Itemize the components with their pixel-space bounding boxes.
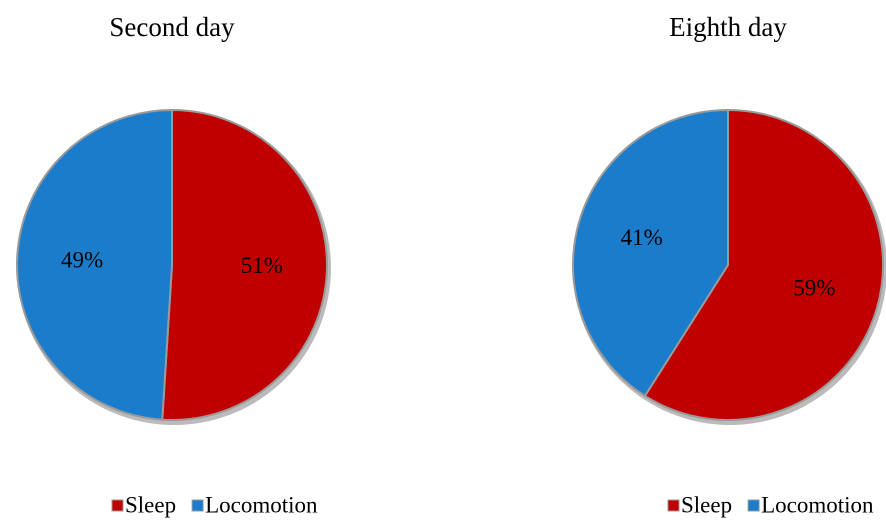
value-label: 51% [241, 253, 283, 278]
value-label: 41% [621, 225, 663, 250]
legend-swatch [191, 499, 204, 512]
chart-title: Eighth day [669, 12, 787, 42]
value-label: 59% [793, 275, 835, 300]
legend-swatch [747, 499, 760, 512]
legend-swatch [111, 499, 124, 512]
pie-slice [572, 108, 729, 398]
legend-label: Sleep [125, 492, 176, 517]
pie-slice [643, 108, 884, 421]
value-label: 49% [61, 247, 103, 272]
legend-label: Locomotion [761, 492, 874, 517]
pie-slice [16, 108, 173, 421]
chart-title: Second day [109, 12, 235, 42]
legend-label: Sleep [681, 492, 732, 517]
legend-swatch [667, 499, 680, 512]
legend-label: Locomotion [205, 492, 318, 517]
pie-slice [161, 108, 328, 421]
